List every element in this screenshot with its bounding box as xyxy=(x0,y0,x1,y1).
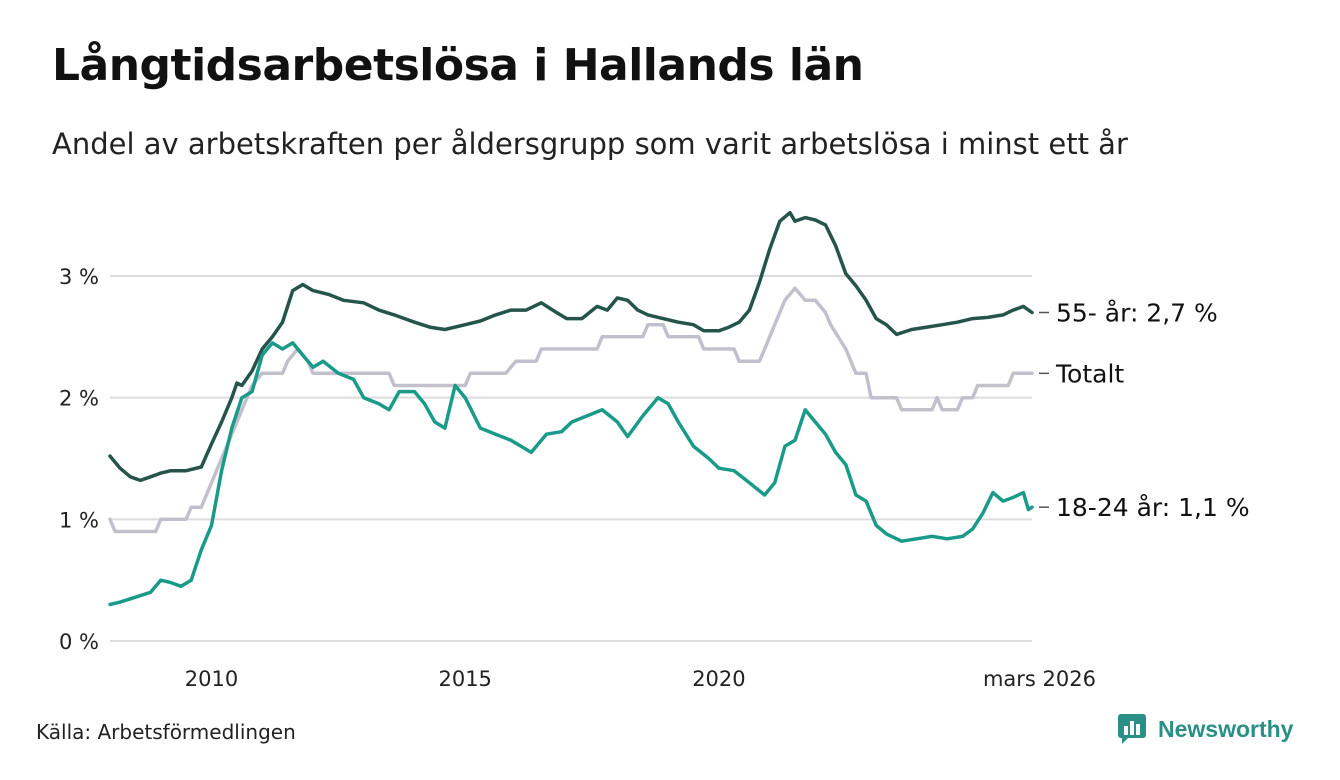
series-line-18-24 xyxy=(108,341,1034,607)
x-tick-label: 2015 xyxy=(438,667,491,691)
y-tick-label: 1 % xyxy=(59,508,99,532)
x-axis-ticks: 2010 2015 2020 mars 2026 xyxy=(185,667,1096,691)
line-chart: 0 % 1 % 2 % 3 % 2010 2015 2020 mars 2026 55- å… xyxy=(59,210,1250,691)
source-note: Källa: Arbetsförmedlingen xyxy=(36,720,296,744)
x-tick-label: 2010 xyxy=(185,667,238,691)
brand-name: Newsworthy xyxy=(1158,715,1294,742)
y-tick-label: 0 % xyxy=(59,630,99,654)
end-label-total: Totalt xyxy=(1055,359,1124,388)
series-line-55plus xyxy=(108,210,1034,483)
series-line-total xyxy=(108,286,1034,534)
y-axis-ticks: 0 % 1 % 2 % 3 % xyxy=(59,265,99,654)
chart-logo-icon xyxy=(1118,714,1146,744)
x-tick-label: mars 2026 xyxy=(983,667,1096,691)
end-label-18-24: 18-24 år: 1,1 % xyxy=(1056,493,1250,522)
y-tick-label: 2 % xyxy=(59,387,99,411)
end-label-55plus: 55- år: 2,7 % xyxy=(1056,299,1218,328)
series-end-labels: 55- år: 2,7 % Totalt 18-24 år: 1,1 % xyxy=(1039,299,1250,522)
x-tick-label: 2020 xyxy=(692,667,745,691)
y-tick-label: 3 % xyxy=(59,265,99,289)
chart-title: Långtidsarbetslösa i Hallands län xyxy=(52,40,864,91)
series-lines xyxy=(108,210,1034,607)
brand-logo[interactable]: Newsworthy xyxy=(1118,714,1293,744)
chart-subtitle: Andel av arbetskraften per åldersgrupp s… xyxy=(52,127,1128,161)
